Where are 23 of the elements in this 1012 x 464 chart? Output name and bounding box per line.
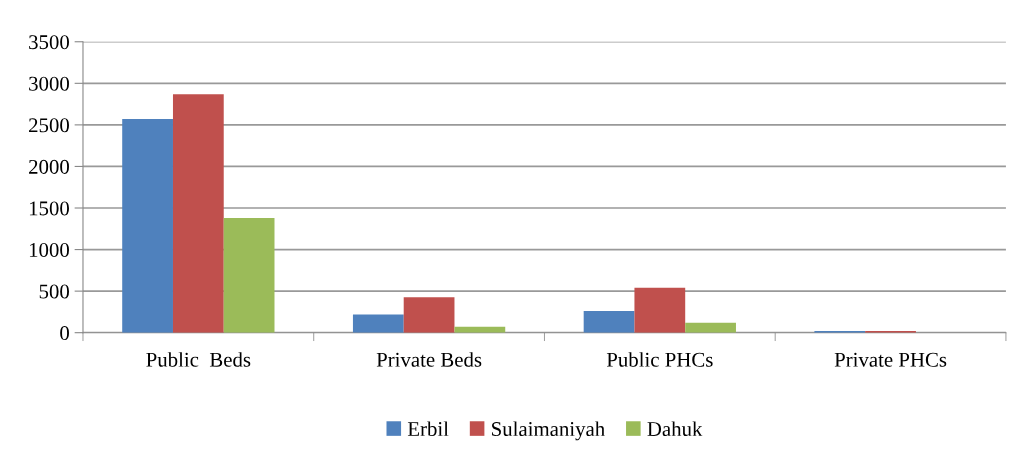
legend-label: Sulaimaniyah [492,421,605,441]
bar [403,297,455,333]
x-tick-label: Public Beds [146,352,251,367]
bar [583,311,635,333]
bar [634,287,686,333]
x-tick-label: Private PHCs [834,352,947,367]
y-tick-label: 3500 [29,35,69,50]
bar [352,314,404,333]
bar [685,322,736,333]
bar [223,217,275,333]
y-tick-label: 1000 [29,242,69,257]
bar [122,119,173,333]
bar [172,94,224,333]
x-tick-label: Public PHCs [606,352,713,367]
legend-label: Erbil [407,421,449,437]
y-tick-label: 2000 [29,159,69,174]
y-tick-label: 0 [60,326,69,341]
y-tick-label: 500 [39,284,69,299]
y-tick-label: 1500 [29,201,69,216]
legend-label: Dahuk [647,421,703,437]
y-tick-label: 3000 [29,76,69,91]
x-tick-label: Private Beds [376,352,482,367]
y-tick-label: 2500 [29,118,69,133]
